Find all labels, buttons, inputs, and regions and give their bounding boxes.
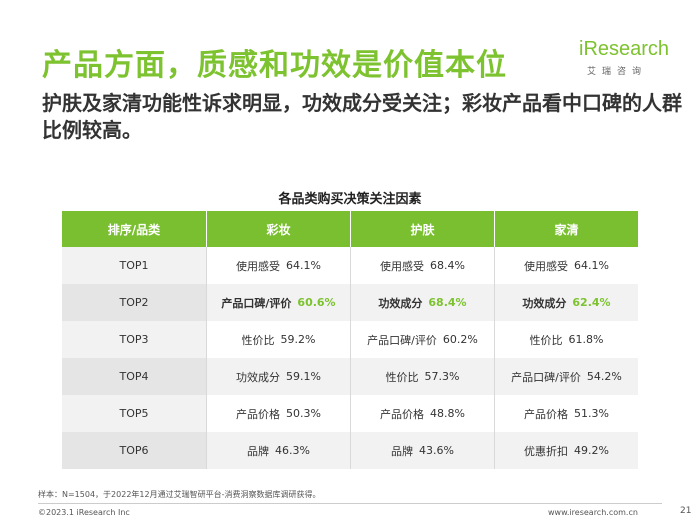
- table-cell: 产品口碑/评价 60.2%: [350, 321, 494, 358]
- factor-label: 产品口碑/评价: [511, 370, 581, 384]
- table-cell: 性价比 57.3%: [350, 358, 494, 395]
- factor-pct: 51.3%: [574, 407, 609, 420]
- factor-pct: 68.4%: [430, 259, 465, 272]
- factor-label: 产品价格: [380, 407, 425, 421]
- factor-label: 性价比: [529, 333, 563, 347]
- factor-pct: 49.2%: [574, 444, 609, 457]
- rank-cell: TOP6: [62, 432, 206, 469]
- factor-label: 产品口碑/评价: [221, 296, 292, 310]
- table-cell: 产品价格 48.8%: [350, 395, 494, 432]
- factor-pct: 62.4%: [572, 296, 611, 309]
- page-subtitle: 护肤及家清功能性诉求明显，功效成分受关注；彩妆产品看中口碑的人群比例较高。: [42, 91, 682, 142]
- table-cell: 品牌 46.3%: [206, 432, 350, 469]
- table-cell: 性价比 61.8%: [494, 321, 638, 358]
- factor-label: 产品价格: [236, 407, 281, 421]
- copyright-text: ©2023.1 iResearch Inc: [38, 508, 130, 517]
- page-title: 产品方面，质感和功效是价值本位: [42, 48, 507, 83]
- factor-pct: 57.3%: [424, 370, 460, 383]
- factor-label: 性价比: [241, 333, 275, 347]
- factor-pct: 54.2%: [586, 370, 622, 383]
- table-title: 各品类购买决策关注因素: [278, 192, 422, 207]
- factor-pct: 59.1%: [286, 370, 321, 383]
- table-cell-highlighted: 功效成分 68.4%: [350, 284, 494, 321]
- table-cell: 使用感受 64.1%: [494, 247, 638, 284]
- table-cell: 性价比 59.2%: [206, 321, 350, 358]
- factor-pct: 68.4%: [428, 296, 467, 309]
- rank-cell: TOP5: [62, 395, 206, 432]
- factor-pct: 61.8%: [568, 333, 604, 346]
- header-makeup: 彩妆: [206, 211, 350, 247]
- factor-label: 使用感受: [524, 259, 569, 273]
- factor-pct: 50.3%: [286, 407, 321, 420]
- factor-label: 优惠折扣: [524, 444, 569, 458]
- header-skincare: 护肤: [350, 211, 494, 247]
- table-cell: 使用感受 64.1%: [206, 247, 350, 284]
- factor-label: 使用感受: [236, 259, 281, 273]
- table-cell: 功效成分 59.1%: [206, 358, 350, 395]
- factor-pct: 46.3%: [275, 444, 310, 457]
- logo-text: iResearch: [579, 38, 670, 60]
- header-rank: 排序/品类: [62, 211, 206, 247]
- factor-label: 使用感受: [380, 259, 425, 273]
- website-link[interactable]: www.iresearch.com.cn: [548, 508, 638, 517]
- factor-pct: 43.6%: [419, 444, 454, 457]
- table-cell: 产品价格 51.3%: [494, 395, 638, 432]
- logo-cn-text: 艾瑞咨询: [587, 67, 648, 77]
- table-cell: 使用感受 68.4%: [350, 247, 494, 284]
- factor-pct: 48.8%: [430, 407, 465, 420]
- factor-label: 功效成分: [522, 296, 567, 310]
- rank-cell: TOP3: [62, 321, 206, 358]
- factor-label: 产品口碑/评价: [367, 333, 437, 347]
- footer-divider: [38, 503, 662, 504]
- rank-cell: TOP1: [62, 247, 206, 284]
- factor-label: 功效成分: [378, 296, 423, 310]
- rank-cell: TOP2: [62, 284, 206, 321]
- table-cell: 优惠折扣 49.2%: [494, 432, 638, 469]
- factor-label: 产品价格: [524, 407, 569, 421]
- iresearch-logo: iResearch 艾瑞咨询: [571, 38, 670, 78]
- factor-pct: 64.1%: [286, 259, 321, 272]
- table-cell-highlighted: 产品口碑/评价 60.6%: [206, 284, 350, 321]
- page-number: 21: [680, 506, 692, 516]
- factor-pct: 60.6%: [297, 296, 336, 309]
- table-cell: 产品价格 50.3%: [206, 395, 350, 432]
- table-cell: 品牌 43.6%: [350, 432, 494, 469]
- factor-label: 功效成分: [236, 370, 281, 384]
- decision-factors-table: 排序/品类 彩妆 护肤 家清 TOP1 使用感受 64.1% 使用感受 68.4% …: [62, 211, 638, 469]
- table-cell-highlighted: 功效成分 62.4%: [494, 284, 638, 321]
- header-household: 家清: [494, 211, 638, 247]
- factor-label: 品牌: [391, 444, 414, 458]
- sample-footnote: 样本：N=1504，于2022年12月通过艾瑞智研平台-消费洞察数据库调研获得。: [38, 490, 321, 499]
- factor-label: 性价比: [385, 370, 419, 384]
- factor-pct: 60.2%: [442, 333, 478, 346]
- factor-pct: 64.1%: [574, 259, 609, 272]
- factor-pct: 59.2%: [280, 333, 316, 346]
- table-cell: 产品口碑/评价 54.2%: [494, 358, 638, 395]
- rank-cell: TOP4: [62, 358, 206, 395]
- factor-label: 品牌: [247, 444, 270, 458]
